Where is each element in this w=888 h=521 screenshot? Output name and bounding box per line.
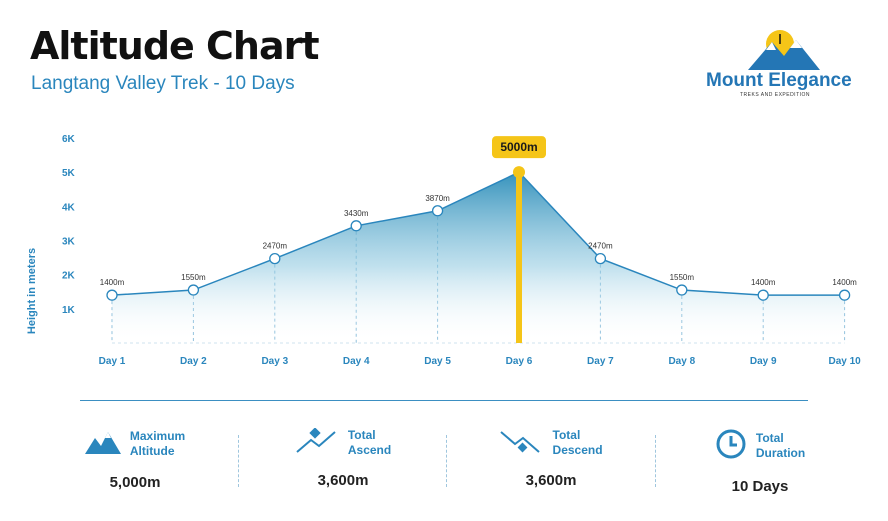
x-tick-label: Day 8 [668, 356, 695, 367]
data-label: 1400m [751, 278, 776, 287]
peak-point [513, 166, 525, 179]
data-label: 1550m [181, 273, 206, 282]
stat-label-line2: Descend [552, 443, 603, 457]
y-tick-label: 4K [62, 202, 76, 213]
data-label: 3430m [344, 209, 369, 218]
stat-label-line2: Duration [755, 446, 806, 460]
altitude-area [112, 172, 845, 343]
clock-icon [715, 428, 747, 464]
stat-separator [446, 435, 447, 487]
stat-label-line2: Ascend [347, 443, 392, 457]
ascend-icon [295, 427, 339, 458]
altitude-chart: 1K 2K 3K 4K 5K 6K 1400m 1550m 2470m 3430m 3870m 24… [62, 134, 861, 367]
x-tick-label: Day 10 [828, 356, 861, 367]
data-label: 2470m [263, 242, 288, 251]
y-tick-label: 1K [62, 305, 76, 316]
altitude-line [111, 171, 845, 296]
stat-max-altitude: Maximum Altitude 5,000m [35, 428, 235, 491]
stat-separator [655, 435, 656, 487]
peak-badge-label: 5000m [500, 140, 537, 154]
data-point [757, 289, 769, 301]
stat-separator [238, 435, 239, 487]
data-point [676, 284, 688, 296]
page-title: Altitude Chart [30, 24, 320, 68]
stat-value: 10 Days [731, 478, 789, 495]
stat-total-duration: Total Duration 10 Days [660, 428, 860, 495]
data-point [187, 284, 200, 296]
x-tick-label: Day 3 [261, 356, 288, 367]
x-tick-label: Day 4 [343, 356, 370, 367]
y-tick-label: 5K [62, 168, 76, 179]
data-point [269, 252, 281, 265]
y-tick-label: 6K [62, 134, 76, 145]
x-tick-label: Day 7 [587, 356, 614, 367]
stat-value: 5,000m [109, 474, 161, 491]
page-subtitle: Langtang Valley Trek - 10 Days [31, 73, 295, 94]
x-tick-label: Day 9 [750, 356, 777, 367]
peak-badge: 5000m [492, 136, 546, 159]
y-tick-label: 2K [62, 271, 76, 282]
descend-icon [499, 428, 543, 458]
data-label: 1400m [832, 278, 857, 287]
peak-bar [516, 172, 522, 343]
stat-label-line1: Total [347, 428, 376, 442]
brand-logo: Mount Elegance TREKS AND EXPEDITION [700, 28, 870, 103]
x-tick-label: Day 2 [180, 356, 207, 367]
x-tick-label: Day 5 [424, 356, 451, 367]
stat-label-line1: Total [552, 428, 581, 442]
logo-mountain-icon [748, 30, 820, 70]
stat-value: 3,600m [317, 472, 369, 489]
data-point [838, 289, 851, 301]
data-label: 1550m [670, 273, 695, 282]
data-point [594, 252, 607, 265]
data-point [350, 220, 362, 232]
data-label: 3870m [425, 194, 450, 203]
stat-total-ascend: Total Ascend 3,600m [243, 427, 443, 489]
logo-tagline: TREKS AND EXPEDITION [740, 92, 811, 98]
y-axis-title: Height in meters [26, 247, 38, 335]
stat-label-line2: Altitude [129, 444, 175, 458]
stat-total-descend: Total Descend 3,600m [451, 428, 651, 489]
stat-label-line1: Maximum [129, 429, 186, 443]
stat-label-line1: Total [755, 431, 784, 445]
data-label: 2470m [588, 242, 613, 251]
logo-name: Mount Elegance [706, 70, 852, 91]
x-tick-label: Day 1 [99, 356, 126, 367]
y-tick-label: 3K [62, 237, 76, 248]
data-label: 1400m [100, 278, 125, 287]
data-point [106, 289, 118, 301]
x-tick-label: Day 6 [506, 356, 533, 367]
section-divider [80, 400, 808, 401]
mountain-icon [84, 428, 121, 460]
stat-value: 3,600m [525, 472, 577, 489]
data-point [431, 205, 444, 217]
